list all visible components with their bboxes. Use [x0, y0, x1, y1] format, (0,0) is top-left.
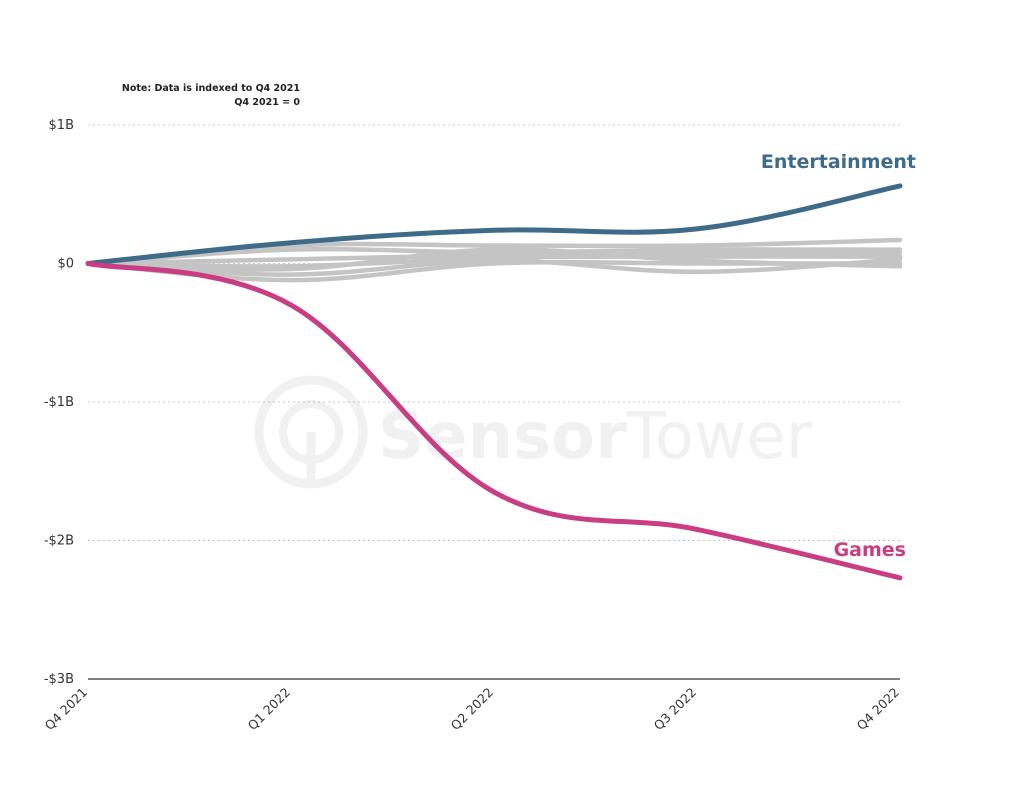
series-line-other: [85, 254, 903, 269]
x-tick-label: Q4 2022: [854, 685, 902, 733]
y-tick-label: $0: [57, 257, 74, 272]
series-label-entertainment: Entertainment: [761, 151, 916, 173]
series-line-other: [85, 257, 903, 277]
series-labels: Entertainment Games: [761, 151, 916, 561]
x-tick-label: Q1 2022: [245, 685, 293, 733]
series-line-entertainment: [85, 183, 903, 266]
series-line-other: [85, 249, 903, 266]
x-tick-label: Q2 2022: [448, 685, 496, 733]
note-line-1: Note: Data is indexed to Q4 2021: [121, 83, 300, 94]
x-tick-label: Q3 2022: [651, 685, 699, 733]
y-tick-label: -$3B: [44, 672, 74, 687]
series-line-other: [85, 246, 903, 266]
note-line-2: Q4 2021 = 0: [234, 97, 300, 108]
x-tick-label: Q4 2021: [42, 685, 90, 733]
sensortower-watermark: SensorTower: [254, 375, 813, 489]
series-label-games: Games: [834, 539, 906, 561]
y-tick-label: -$1B: [44, 395, 74, 410]
highlight-series-group: [85, 183, 903, 581]
gridlines: [88, 124, 900, 680]
y-tick-label: -$2B: [44, 534, 74, 549]
series-line-games: [85, 261, 903, 581]
other-series-group: [85, 237, 903, 283]
series-line-other: [85, 247, 903, 272]
x-axis-ticks: Q4 2021 Q1 2022 Q2 2022 Q3 2022 Q4 2022: [42, 685, 902, 733]
watermark-brand: SensorTower: [378, 400, 813, 474]
y-axis-ticks: $1B $0 -$1B -$2B -$3B: [44, 118, 74, 687]
y-tick-label: $1B: [49, 118, 74, 133]
